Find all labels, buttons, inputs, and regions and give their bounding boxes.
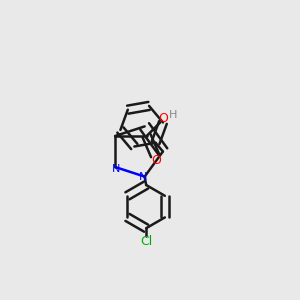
Text: N: N bbox=[112, 164, 120, 173]
Text: Cl: Cl bbox=[140, 235, 152, 248]
Text: O: O bbox=[158, 112, 168, 125]
Text: O: O bbox=[152, 154, 161, 167]
Text: H: H bbox=[169, 110, 177, 120]
Text: N: N bbox=[139, 172, 147, 182]
